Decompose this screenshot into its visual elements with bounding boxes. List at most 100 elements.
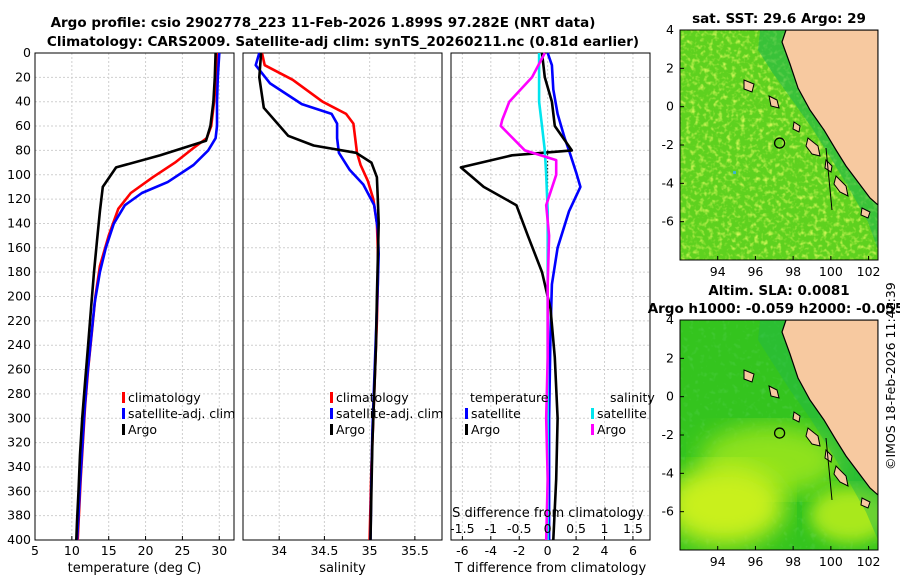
y-tick-label: 320 [7,435,31,450]
secondary-tick-label: 0 [544,521,552,536]
x-tick-label: 6 [629,543,637,558]
legend-label: Argo [471,422,500,437]
map-x-tick-label: 98 [785,264,801,279]
map-y-tick-label: 2 [666,60,674,75]
sst-island-batu [792,121,801,133]
secondary-tick-label: -1 [485,521,497,536]
x-tick-label: 35 [362,543,378,558]
sst-map-field [680,30,878,260]
y-tick-label: 360 [7,483,31,498]
sla-island-simeulue [743,369,755,383]
map-x-tick-label: 96 [747,264,763,279]
x-tick-label: 30 [211,543,227,558]
legend-swatch [330,392,333,403]
map-y-tick-label: -4 [662,465,675,480]
y-tick-label: 380 [7,508,31,523]
secondary-tick-label: -0.5 [507,521,531,536]
y-tick-label: 60 [15,118,31,133]
legend-label: climatology [336,390,409,405]
y-tick-label: 140 [7,215,31,230]
sst-island-enggano [860,207,871,219]
x-axis-label: salinity [319,561,366,576]
x-tick-label: 4 [601,543,609,558]
map-y-tick-label: -2 [662,137,674,152]
difference-profile-panel: -6 -4 -2 0 2 4 6 T difference from climatology t… [450,52,655,576]
sla-sumatra-land [781,320,878,496]
y-tick-label: 200 [7,289,31,304]
sla-map-panel: Altim. SLA: 0.0081 Argo h1000: -0.059 h2… [648,283,900,569]
legend-swatch [465,424,468,435]
y-tick-label: 180 [7,264,31,279]
imos-watermark: ©IMOS 18-Feb-2026 11:42:39 [883,282,898,470]
secondary-tick-label: 1 [601,521,609,536]
x-axis-label: temperature (deg C) [68,561,202,576]
secondary-tick-label: -1.5 [450,521,474,536]
sla-island-pagai [833,465,849,487]
y-tick-label: 340 [7,459,31,474]
map-y-tick-label: 4 [666,22,674,37]
axes-frame [242,52,443,541]
map-y-tick-label: -6 [662,214,675,229]
sla-island-siberut [805,427,821,447]
sla-map-title: Altim. SLA: 0.0081 [708,283,849,299]
legend-label: Argo [128,422,157,437]
map-x-tick-label: 102 [857,554,881,569]
sst-island-sipora [824,158,833,173]
sst-island-nias [768,95,780,109]
sla-island-sipora [824,448,833,463]
x-tick-label: 2 [572,543,580,558]
axes-frame [450,52,651,541]
sla-map-subtitle: Argo h1000: -0.059 h2000: -0.055 [648,301,900,317]
secondary-tick-label: 0.5 [566,521,586,536]
sla-island-enggano [860,497,871,509]
x-axis-label: T difference from climatology [454,561,647,576]
legend-swatch [122,424,125,435]
map-y-tick-label: 4 [666,312,674,327]
map-x-tick-label: 94 [710,264,726,279]
sla-map-field [680,320,878,550]
legend-label: climatology [128,390,201,405]
legend-label: satellite-adj. clim [336,406,443,421]
x-tick-label: 34.5 [310,543,338,558]
sst-island-simeulue [743,79,755,93]
secondary-tick-label: 1.5 [623,521,643,536]
axes-frame [34,52,235,541]
legend-swatch [591,424,594,435]
map-x-tick-label: 102 [857,264,881,279]
legend-label: satellite [471,406,521,421]
series-line-satellite-adj-clim [75,52,221,541]
y-tick-label: 220 [7,313,31,328]
y-tick-label: 100 [7,167,31,182]
figure-title-line1: Argo profile: csio 2902778_223 11-Feb-20… [51,15,596,31]
sst-argo-location-marker [773,137,786,149]
map-x-tick-label: 100 [819,554,843,569]
x-tick-label: 10 [64,543,80,558]
y-tick-label: 0 [23,45,31,60]
legend-swatch [122,392,125,403]
map-y-tick-label: 2 [666,350,674,365]
x-tick-label: -4 [485,543,498,558]
y-tick-label: 120 [7,191,31,206]
sla-island-batu [792,411,801,423]
y-tick-label: 80 [15,142,31,157]
y-tick-label: 260 [7,362,31,377]
salinity-profile-panel: 34 34.5 35 35.5 salinity climatologysatellite… [242,52,443,576]
sst-island-siberut [805,137,821,157]
map-y-tick-label: -4 [662,175,675,190]
legend-swatch [465,408,468,419]
series-line-argo [75,52,217,541]
y-tick-label: 40 [15,94,31,109]
map-x-tick-label: 100 [819,264,843,279]
sla-argo-location-marker [773,427,786,439]
sst-map-title: sat. SST: 29.6 Argo: 29 [692,11,866,27]
legend-swatch [122,408,125,419]
x-tick-label: -2 [513,543,525,558]
x-tick-label: 35.5 [401,543,429,558]
map-x-tick-label: 96 [747,554,763,569]
x-tick-label: 20 [138,543,154,558]
y-tick-label: 300 [7,410,31,425]
map-x-tick-label: 94 [710,554,726,569]
x-tick-label: 34 [271,543,287,558]
map-y-tick-label: -6 [662,504,675,519]
legend-label: satellite [597,406,647,421]
